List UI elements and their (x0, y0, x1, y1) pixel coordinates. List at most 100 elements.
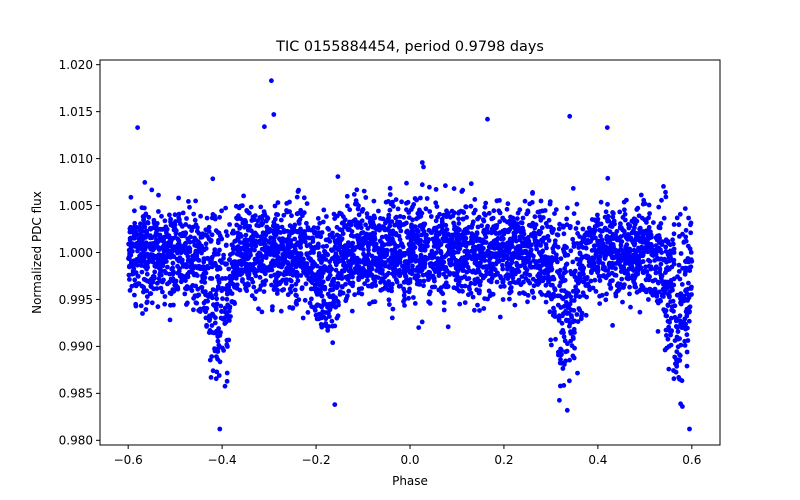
data-point (387, 302, 392, 307)
data-point (656, 279, 661, 285)
data-point (138, 303, 144, 309)
data-point (203, 227, 209, 233)
data-point (604, 125, 610, 130)
data-point (544, 255, 550, 260)
data-point (500, 215, 506, 221)
data-point (387, 192, 393, 197)
data-point (580, 237, 586, 243)
data-point (593, 235, 598, 241)
data-point (356, 275, 362, 281)
data-point (240, 278, 245, 284)
data-point (592, 224, 598, 229)
data-point (674, 363, 680, 369)
data-point (557, 397, 562, 403)
data-point (649, 243, 655, 249)
data-point (668, 242, 673, 248)
data-point (538, 273, 543, 279)
data-point (419, 319, 425, 325)
data-point (632, 225, 637, 231)
data-point (141, 250, 147, 256)
data-point (441, 307, 447, 313)
data-point (196, 308, 202, 313)
data-point (413, 258, 418, 264)
data-point (145, 251, 150, 257)
data-point (555, 232, 561, 238)
data-point (417, 207, 422, 213)
data-point (571, 298, 577, 303)
data-point (529, 264, 535, 270)
data-point (455, 259, 461, 264)
data-point (170, 260, 176, 266)
data-point (222, 309, 228, 315)
data-point (143, 307, 149, 312)
data-point (661, 257, 666, 263)
data-point (431, 262, 436, 267)
data-point (617, 253, 623, 258)
data-point (144, 271, 150, 277)
data-point (667, 252, 673, 258)
data-point (170, 248, 175, 254)
data-point (552, 241, 558, 247)
data-point (302, 239, 308, 245)
data-point (558, 357, 563, 362)
data-point (477, 282, 483, 288)
data-point (385, 226, 391, 232)
data-point (160, 279, 165, 285)
data-point (624, 259, 630, 265)
data-point (164, 244, 170, 249)
data-point (433, 269, 438, 275)
data-point (627, 246, 632, 252)
data-point (386, 297, 392, 303)
data-point (272, 272, 277, 278)
data-point (278, 217, 284, 223)
data-point (478, 250, 483, 256)
data-point (515, 244, 521, 250)
data-point (619, 276, 625, 282)
data-point (389, 285, 394, 291)
y-tick-label: 0.990 (59, 340, 93, 354)
data-point (570, 334, 576, 340)
data-point (619, 239, 625, 245)
data-point (357, 266, 363, 271)
data-point (174, 256, 180, 262)
data-point (320, 244, 326, 250)
data-point (527, 201, 533, 207)
data-point (504, 253, 510, 258)
data-point (598, 233, 603, 239)
data-point (414, 216, 419, 222)
data-point (144, 278, 150, 284)
data-point (366, 265, 372, 271)
data-point (170, 270, 176, 276)
data-point (533, 222, 539, 228)
data-point (194, 228, 200, 234)
data-point (221, 255, 226, 261)
data-point (185, 254, 191, 259)
data-point (539, 225, 545, 231)
data-point (243, 286, 249, 291)
data-point (560, 223, 566, 229)
data-point (610, 214, 616, 220)
data-point (665, 302, 671, 308)
data-point (475, 302, 480, 308)
data-point (297, 217, 303, 222)
data-point (688, 230, 694, 236)
data-point (634, 289, 640, 295)
data-point (144, 294, 150, 299)
data-point (187, 224, 192, 230)
data-point (149, 300, 155, 306)
data-point (633, 273, 638, 279)
data-point (430, 236, 436, 242)
data-point (418, 239, 423, 245)
data-point (133, 260, 139, 266)
data-point (550, 246, 556, 251)
data-point (670, 237, 675, 243)
data-point (560, 296, 566, 302)
data-point (368, 223, 374, 229)
data-point (535, 239, 541, 245)
data-point (646, 277, 652, 283)
data-point (241, 252, 246, 258)
data-point (216, 326, 222, 331)
data-point (192, 235, 198, 241)
data-point (659, 273, 665, 279)
data-point (298, 245, 303, 250)
